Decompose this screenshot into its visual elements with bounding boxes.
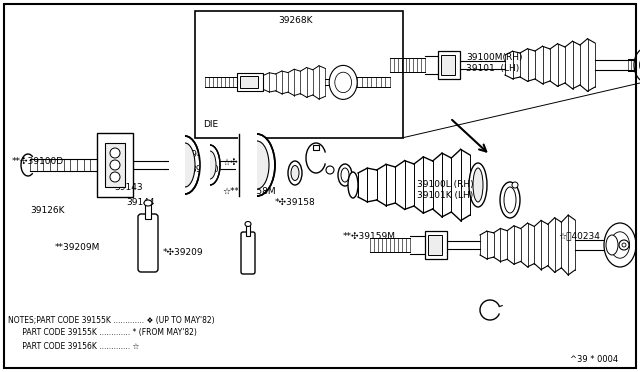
Text: ☆**39158M: ☆**39158M: [223, 187, 276, 196]
Text: DIE: DIE: [204, 120, 219, 129]
Text: 39143: 39143: [114, 183, 143, 192]
Text: 39101  (LH): 39101 (LH): [466, 64, 519, 73]
Bar: [169, 135, 185, 195]
Circle shape: [622, 243, 626, 247]
Ellipse shape: [504, 187, 516, 213]
Text: 39268K: 39268K: [278, 16, 313, 25]
Circle shape: [110, 160, 120, 170]
Text: **39209M: **39209M: [54, 243, 100, 252]
Bar: [105, 143, 125, 187]
Bar: [199, 144, 210, 186]
Text: ☆✣39159: ☆✣39159: [223, 157, 267, 166]
Circle shape: [110, 172, 120, 182]
Ellipse shape: [606, 235, 618, 255]
Ellipse shape: [341, 168, 349, 182]
Text: *✣39158: *✣39158: [275, 198, 316, 207]
Ellipse shape: [239, 134, 275, 196]
Ellipse shape: [245, 221, 251, 227]
Text: 39100L (RH): 39100L (RH): [417, 180, 474, 189]
Ellipse shape: [473, 168, 483, 202]
Ellipse shape: [329, 65, 357, 99]
Text: 39101K (LH): 39101K (LH): [417, 191, 474, 200]
Ellipse shape: [604, 223, 636, 267]
Text: **✣39159M: **✣39159M: [342, 232, 396, 241]
Ellipse shape: [469, 163, 487, 207]
Bar: [97, 133, 133, 197]
Ellipse shape: [170, 136, 200, 194]
FancyBboxPatch shape: [138, 214, 158, 272]
Text: PART CODE 39155K ............. * (FROM MAY'82): PART CODE 39155K ............. * (FROM M…: [8, 328, 197, 337]
Bar: [240, 76, 258, 89]
Bar: [438, 51, 460, 79]
Text: 39100M(RH): 39100M(RH): [466, 53, 522, 62]
Ellipse shape: [611, 232, 630, 258]
Ellipse shape: [204, 151, 216, 179]
Text: *✣39209: *✣39209: [163, 248, 204, 257]
Ellipse shape: [348, 172, 358, 198]
Bar: [313, 145, 319, 150]
Ellipse shape: [500, 182, 520, 218]
Ellipse shape: [245, 141, 269, 189]
FancyBboxPatch shape: [241, 232, 255, 274]
Text: NOTES;PART CODE 39155K ............. ❖ (UP TO MAY'82): NOTES;PART CODE 39155K ............. ❖ (…: [8, 315, 214, 324]
Circle shape: [619, 240, 629, 250]
Bar: [246, 224, 250, 236]
Ellipse shape: [291, 166, 299, 180]
Circle shape: [326, 166, 334, 174]
Text: 39120: 39120: [191, 165, 220, 174]
Bar: [441, 55, 455, 75]
Text: **✣39100D: **✣39100D: [12, 157, 63, 166]
Ellipse shape: [288, 161, 302, 185]
Bar: [428, 235, 442, 255]
Text: ^39 * 0004: ^39 * 0004: [570, 356, 618, 365]
Text: ☆✨40234: ☆✨40234: [558, 232, 600, 241]
Text: 39194: 39194: [174, 150, 203, 159]
Text: 39126K: 39126K: [31, 206, 65, 215]
Ellipse shape: [634, 47, 640, 83]
Bar: [425, 231, 447, 259]
Bar: [195, 11, 403, 138]
Bar: [237, 73, 263, 92]
Ellipse shape: [338, 164, 352, 186]
Ellipse shape: [175, 143, 195, 187]
Ellipse shape: [335, 72, 351, 93]
Ellipse shape: [144, 200, 152, 206]
Circle shape: [110, 148, 120, 158]
Text: 39144: 39144: [127, 198, 156, 207]
Bar: [145, 203, 151, 219]
Bar: [238, 133, 257, 197]
Text: PART CODE 39156K ............. ☆: PART CODE 39156K ............. ☆: [8, 341, 140, 350]
Circle shape: [512, 182, 518, 188]
Ellipse shape: [200, 145, 220, 185]
